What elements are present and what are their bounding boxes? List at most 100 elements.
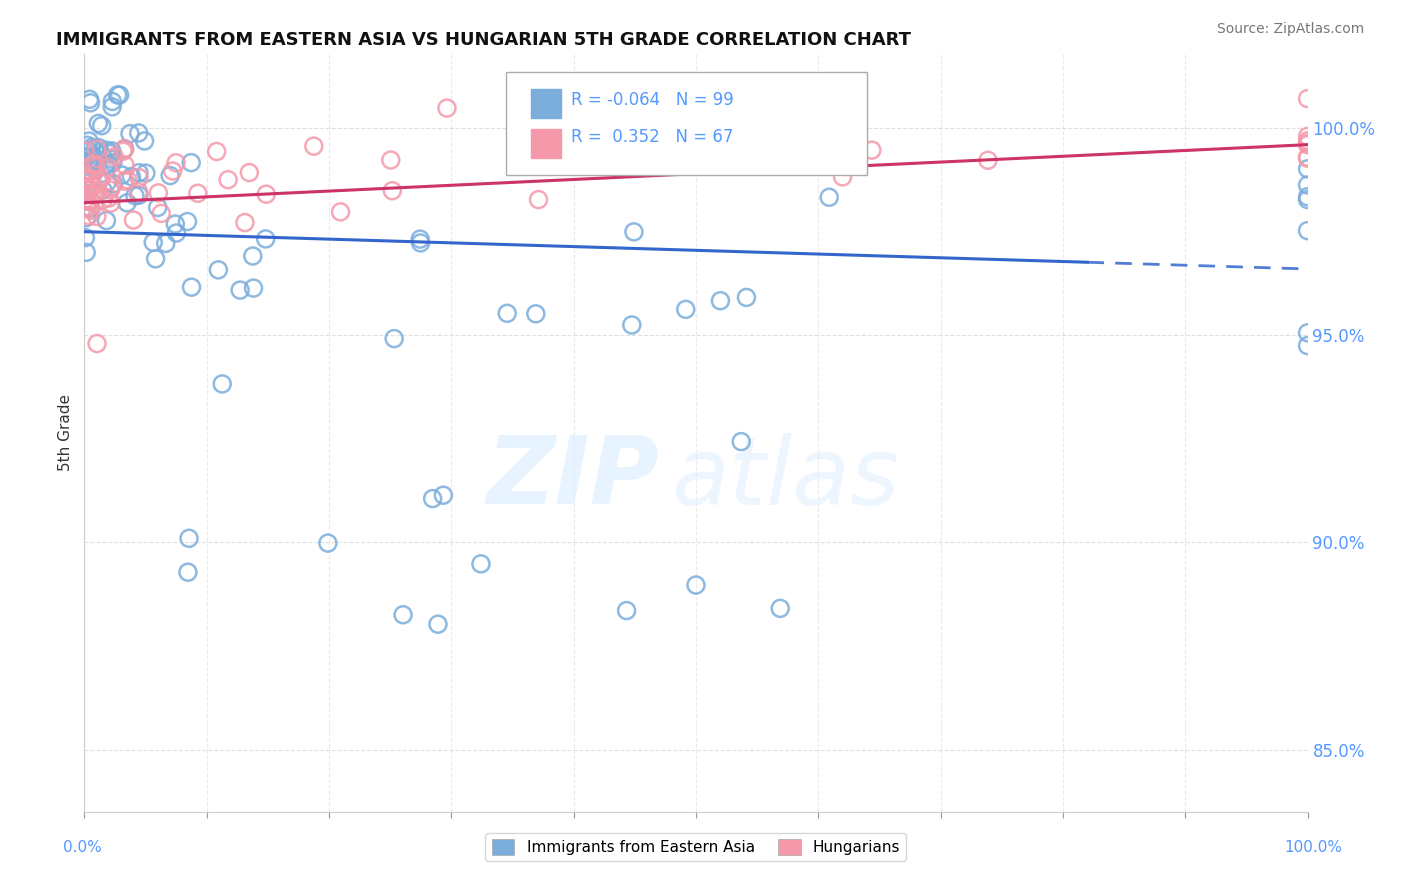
Point bbox=[177, 565, 200, 579]
Point bbox=[165, 217, 187, 231]
Point bbox=[180, 280, 202, 294]
Point bbox=[79, 175, 101, 189]
Point bbox=[90, 119, 112, 133]
Point bbox=[1296, 178, 1319, 192]
Point bbox=[827, 87, 849, 102]
Point bbox=[118, 127, 141, 141]
Point bbox=[108, 87, 131, 102]
Point bbox=[84, 161, 107, 176]
Point bbox=[103, 150, 125, 164]
Point bbox=[1296, 193, 1319, 207]
Point bbox=[380, 153, 402, 167]
Point bbox=[84, 162, 107, 177]
Point bbox=[101, 95, 124, 109]
Point bbox=[83, 142, 105, 156]
FancyBboxPatch shape bbox=[531, 89, 561, 118]
Point bbox=[114, 142, 136, 156]
Point bbox=[90, 171, 112, 186]
Point bbox=[79, 201, 101, 215]
Point bbox=[1296, 150, 1319, 164]
Point bbox=[101, 155, 124, 169]
Point bbox=[735, 290, 758, 304]
Point bbox=[180, 155, 202, 169]
Point bbox=[91, 183, 114, 197]
Point bbox=[165, 156, 187, 170]
Point bbox=[91, 148, 114, 162]
Point bbox=[1296, 137, 1319, 152]
Point bbox=[685, 578, 707, 592]
Point bbox=[76, 182, 98, 196]
Point bbox=[831, 169, 853, 184]
Point bbox=[103, 177, 125, 191]
Point bbox=[77, 209, 100, 223]
Point bbox=[134, 134, 156, 148]
Point bbox=[75, 211, 97, 225]
Point bbox=[73, 151, 96, 165]
Point bbox=[101, 144, 124, 158]
Point bbox=[101, 179, 124, 194]
Point bbox=[77, 145, 100, 159]
Point bbox=[128, 170, 150, 185]
Point bbox=[1296, 190, 1319, 204]
Point bbox=[114, 158, 136, 172]
Point bbox=[128, 126, 150, 140]
Text: R = -0.064   N = 99: R = -0.064 N = 99 bbox=[571, 91, 734, 109]
Point bbox=[79, 164, 101, 178]
Point bbox=[1296, 338, 1319, 352]
Point bbox=[87, 140, 110, 154]
Text: Source: ZipAtlas.com: Source: ZipAtlas.com bbox=[1216, 22, 1364, 37]
Point bbox=[145, 252, 167, 266]
Point bbox=[527, 193, 550, 207]
Point bbox=[1296, 129, 1319, 144]
Point bbox=[107, 87, 129, 102]
Point bbox=[75, 245, 97, 260]
Point bbox=[205, 145, 228, 159]
Point bbox=[470, 557, 492, 571]
Point bbox=[79, 92, 101, 106]
Point bbox=[217, 172, 239, 186]
Point bbox=[84, 186, 107, 201]
Point bbox=[86, 185, 108, 199]
Point bbox=[124, 188, 146, 202]
Point bbox=[98, 183, 121, 197]
Point bbox=[207, 263, 229, 277]
Point bbox=[80, 170, 103, 185]
Point bbox=[977, 153, 1000, 168]
Point bbox=[122, 213, 145, 227]
Point bbox=[159, 169, 181, 183]
Point bbox=[302, 139, 325, 153]
Point bbox=[409, 235, 432, 250]
Point bbox=[115, 195, 138, 210]
Point bbox=[100, 146, 122, 161]
Point bbox=[83, 153, 105, 167]
Point bbox=[142, 235, 165, 250]
Point bbox=[76, 194, 98, 209]
Point bbox=[96, 175, 118, 189]
Point bbox=[82, 180, 104, 194]
Point bbox=[436, 101, 458, 115]
Text: IMMIGRANTS FROM EASTERN ASIA VS HUNGARIAN 5TH GRADE CORRELATION CHART: IMMIGRANTS FROM EASTERN ASIA VS HUNGARIA… bbox=[56, 31, 911, 49]
Text: atlas: atlas bbox=[672, 433, 900, 524]
Point bbox=[80, 178, 103, 193]
Point bbox=[101, 100, 124, 114]
Point bbox=[155, 236, 177, 251]
Point bbox=[128, 185, 150, 199]
Point bbox=[148, 186, 170, 200]
Text: ZIP: ZIP bbox=[486, 432, 659, 524]
Point bbox=[616, 604, 638, 618]
Point bbox=[162, 164, 184, 178]
Point bbox=[730, 434, 752, 449]
Point bbox=[496, 306, 519, 320]
Point bbox=[87, 116, 110, 130]
Point bbox=[100, 196, 122, 211]
Point bbox=[242, 249, 264, 263]
Point bbox=[392, 607, 415, 622]
Point bbox=[84, 151, 107, 165]
Point bbox=[97, 157, 120, 171]
Point bbox=[381, 184, 404, 198]
Point bbox=[432, 488, 454, 502]
Y-axis label: 5th Grade: 5th Grade bbox=[58, 394, 73, 471]
Point bbox=[1296, 224, 1319, 238]
Point bbox=[620, 318, 643, 332]
Point bbox=[229, 283, 252, 297]
